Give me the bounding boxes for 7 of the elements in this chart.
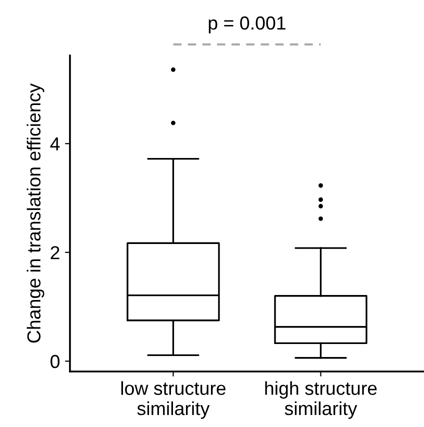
x-tick-label: low structure similarity	[121, 381, 226, 419]
y-tick-label: 0	[50, 354, 60, 368]
y-tick-label: 2	[50, 246, 60, 260]
y-tick-label: 4	[50, 138, 60, 150]
y-axis-title: Change in translation efficiency	[26, 83, 44, 343]
text: p = 0.001	[208, 16, 286, 34]
x-tick-label: high structure similarity	[265, 381, 377, 419]
